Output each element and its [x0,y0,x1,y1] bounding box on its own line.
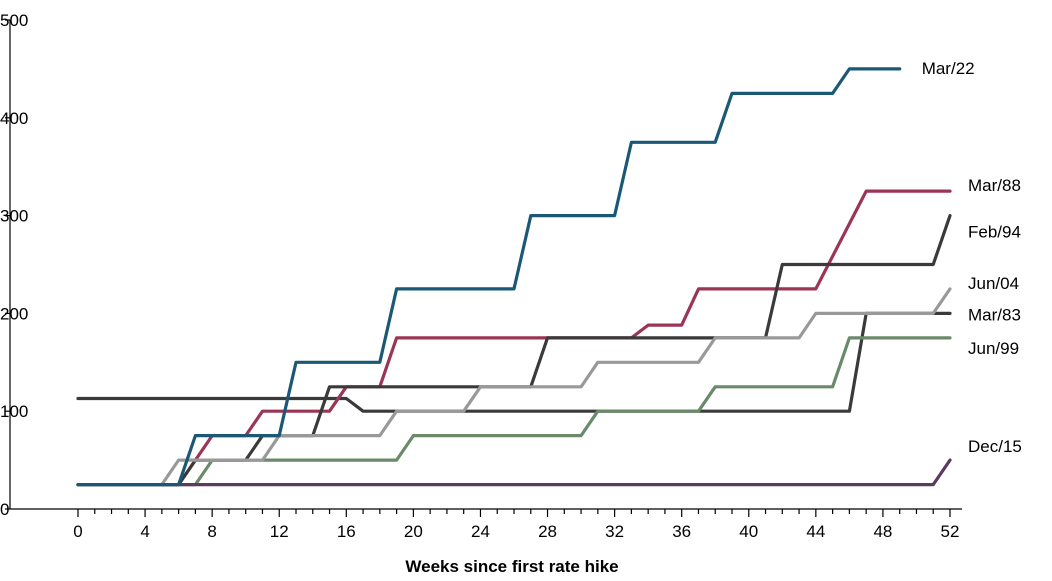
series-label-jun-04: Jun/04 [968,274,1019,293]
series-label-mar-83: Mar/83 [968,305,1021,324]
series-labels: Mar/83 Mar/88 Feb/94 Jun/99 Jun/04 Dec/15 Mar/… [922,59,1022,456]
x-tick-label: 40 [739,522,758,541]
series-line-mar-83 [76,311,952,413]
series-label-jun-99: Jun/99 [968,339,1019,358]
y-tick-label: 200 [0,304,28,323]
y-tick-label: 100 [0,402,28,421]
x-tick-label: 12 [270,522,289,541]
x-tick-label: 24 [471,522,490,541]
x-tick-label: 8 [207,522,216,541]
x-tick-label: 44 [806,522,825,541]
y-tick-label: 300 [0,207,28,226]
x-tick-label: 16 [337,522,356,541]
x-tick-label: 36 [672,522,691,541]
series-label-feb-94: Feb/94 [968,223,1021,242]
x-tick-label: 52 [941,522,960,541]
y-tick-label: 0 [0,500,9,519]
y-tick-label: 400 [0,109,28,128]
series-line-feb-94 [76,214,952,487]
series-line-jun-04 [76,287,952,487]
x-tick-label: 48 [873,522,892,541]
x-tick-label: 20 [404,522,423,541]
series-label-mar-22: Mar/22 [922,59,975,78]
series-line-mar-88 [76,189,952,487]
x-tick-label: 0 [73,522,82,541]
y-tick-label: 500 [0,11,28,30]
series-label-mar-88: Mar/88 [968,176,1021,195]
x-axis-title: Weeks since first rate hike [405,557,618,576]
series-line-mar-22 [76,67,902,487]
series-line-dec-15 [76,458,952,487]
x-tick-label: 32 [605,522,624,541]
series-layer [76,67,952,487]
series-line-jun-99 [76,336,952,487]
series-label-dec-15: Dec/15 [968,437,1022,456]
x-tick-label: 28 [538,522,557,541]
x-tick-label: 4 [140,522,149,541]
